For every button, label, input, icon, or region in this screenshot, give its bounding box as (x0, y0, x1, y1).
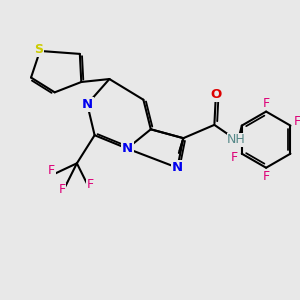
Text: F: F (48, 164, 55, 177)
Text: O: O (210, 88, 221, 101)
Text: F: F (231, 151, 238, 164)
Text: NH: NH (227, 133, 246, 146)
Text: N: N (82, 98, 93, 111)
Text: F: F (262, 169, 270, 182)
Text: F: F (262, 97, 270, 110)
Text: F: F (58, 183, 66, 196)
Text: F: F (87, 178, 94, 190)
Text: F: F (294, 115, 300, 128)
Text: N: N (122, 142, 133, 155)
Text: S: S (34, 43, 43, 56)
Text: N: N (172, 161, 183, 174)
